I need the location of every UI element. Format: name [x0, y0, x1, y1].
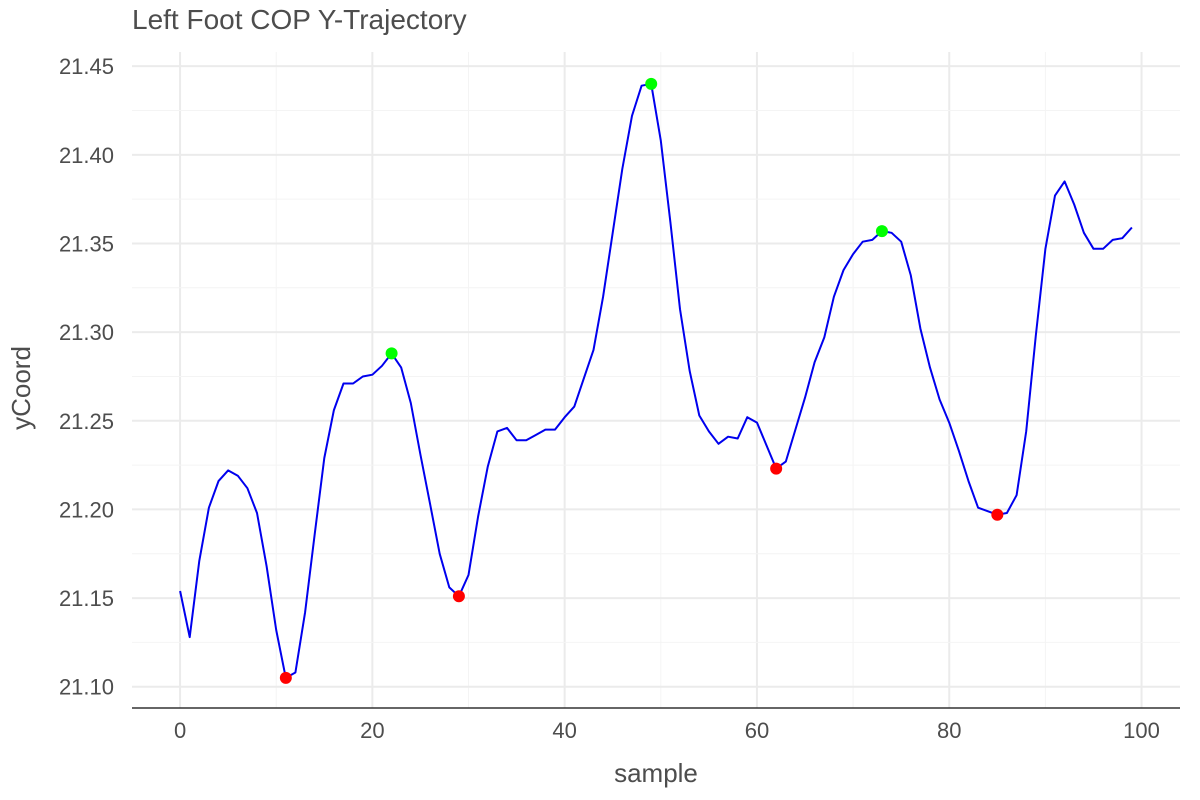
y-tick-label: 21.35	[59, 231, 114, 256]
x-axis: 0 20 40 60 80 100	[132, 707, 1180, 743]
y-axis: 21.10 21.15 21.20 21.25 21.30 21.35 21.40 21.45	[59, 54, 114, 700]
y-tick-label: 21.30	[59, 320, 114, 345]
valley-marker	[991, 508, 1004, 521]
y-tick-label: 21.15	[59, 586, 114, 611]
valley-marker	[770, 462, 783, 475]
x-tick-label: 100	[1123, 718, 1160, 743]
series-lines	[179, 82, 1133, 679]
x-tick-label: 20	[360, 718, 384, 743]
chart-title: Left Foot COP Y-Trajectory	[132, 4, 467, 35]
y-tick-label: 21.25	[59, 409, 114, 434]
y-tick-label: 21.45	[59, 54, 114, 79]
x-tick-label: 80	[937, 718, 961, 743]
peak-marker	[645, 77, 658, 90]
grid-lines	[132, 52, 1180, 708]
x-tick-label: 40	[552, 718, 576, 743]
extrema-markers	[279, 77, 1004, 684]
y-tick-label: 21.40	[59, 143, 114, 168]
series-line	[179, 82, 1133, 679]
y-axis-label: yCoord	[6, 346, 36, 430]
y-tick-label: 21.10	[59, 675, 114, 700]
peak-marker	[875, 225, 888, 238]
y-tick-label: 21.20	[59, 497, 114, 522]
valley-marker	[279, 671, 292, 684]
x-tick-label: 60	[745, 718, 769, 743]
x-axis-label: sample	[614, 758, 698, 788]
peak-marker	[385, 347, 398, 360]
valley-marker	[452, 590, 465, 603]
x-tick-label: 0	[174, 718, 186, 743]
